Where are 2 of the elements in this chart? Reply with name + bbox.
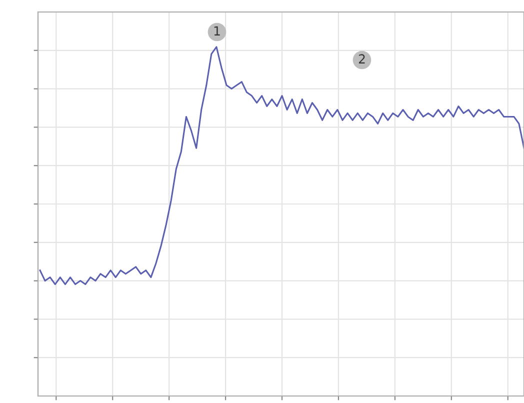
text: 1 [214,26,220,36]
annotation: 2 [358,54,365,64]
